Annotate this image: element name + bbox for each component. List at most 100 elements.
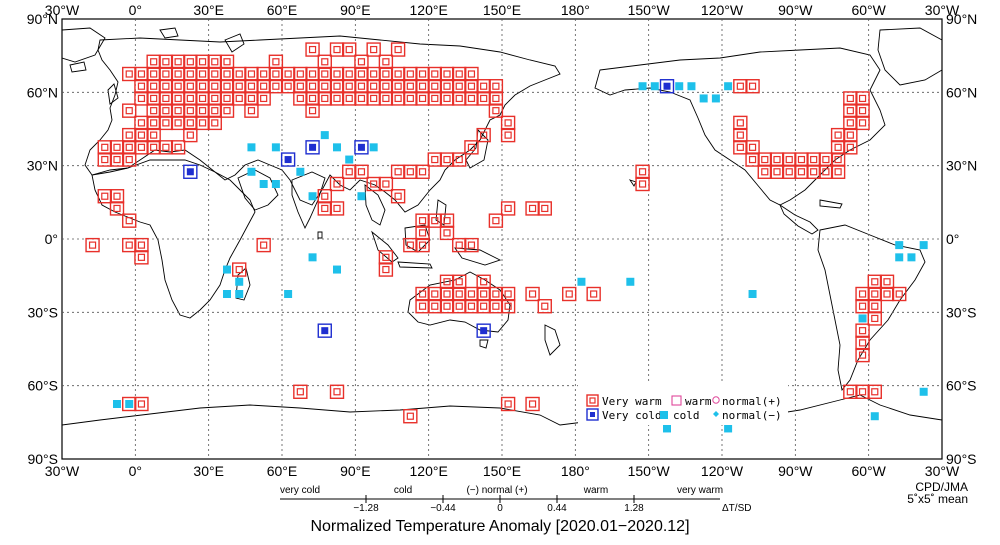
- cold-cell: [223, 290, 231, 298]
- legend: Very warm warm normal(+) Very cold cold …: [578, 383, 788, 425]
- scale-tick-label-2: −0.44: [430, 503, 456, 514]
- legend-warm-swatch: [671, 395, 682, 406]
- very-warm-cell-inner: [174, 143, 182, 151]
- very-warm-cell-inner: [748, 82, 757, 90]
- very-warm-cell: [170, 66, 186, 82]
- very-warm-cell-inner: [174, 70, 182, 78]
- very-warm-cell-inner: [834, 168, 842, 176]
- legend-background: [578, 383, 788, 425]
- very-warm-cell-inner: [846, 107, 854, 115]
- very-warm-cell: [390, 189, 406, 204]
- coastline-philippines: [435, 199, 447, 226]
- coastline-novaya-zemlya: [224, 33, 245, 53]
- very-warm-cell-inner: [504, 400, 512, 408]
- lon-label-top: 0°: [129, 2, 142, 18]
- lon-label-top: 30°E: [193, 2, 224, 18]
- very-warm-cell-inner: [455, 70, 463, 78]
- very-warm-cell: [305, 91, 320, 106]
- very-warm-cell-inner: [418, 94, 427, 103]
- very-warm-cell: [439, 79, 455, 94]
- very-warm-cell-inner: [467, 70, 476, 78]
- very-warm-cell-inner: [431, 94, 439, 103]
- lon-label-bottom: 0°: [129, 463, 142, 479]
- scale-warm-label: warm: [583, 485, 608, 496]
- very-warm-cell-inner: [382, 70, 390, 78]
- cold-cell: [113, 400, 121, 408]
- very-warm-cell: [97, 189, 112, 204]
- very-warm-cell-inner: [174, 107, 182, 115]
- coastline-svalbard: [159, 27, 179, 39]
- very-warm-cell-inner: [186, 119, 194, 127]
- very-warm-cell-inner: [455, 302, 463, 310]
- very-warm-cell-inner: [321, 204, 329, 213]
- very-warm-cell-inner: [773, 168, 781, 176]
- very-warm-cell-inner: [480, 290, 488, 298]
- very-warm-cell: [109, 140, 125, 155]
- very-warm-cell: [122, 103, 137, 118]
- very-warm-cell: [782, 164, 797, 179]
- very-warm-cell: [146, 66, 161, 82]
- very-warm-cell-inner: [406, 70, 414, 78]
- cold-cell: [858, 314, 867, 323]
- lon-label-top: 150°E: [483, 2, 521, 18]
- very-warm-cell: [378, 250, 394, 265]
- very-warm-cell: [170, 115, 186, 131]
- very-warm-cell: [256, 91, 271, 106]
- very-warm-cell-inner: [137, 400, 146, 408]
- very-warm-cell: [195, 66, 210, 82]
- very-warm-cell-inner: [211, 94, 219, 103]
- very-warm-cell-inner: [296, 388, 304, 396]
- very-warm-cell: [293, 79, 308, 94]
- very-warm-cell: [195, 103, 210, 118]
- very-warm-cell-inner: [418, 82, 427, 90]
- very-warm-cell-inner: [223, 70, 231, 78]
- very-warm-cell: [879, 286, 895, 302]
- very-warm-cell: [488, 103, 504, 118]
- very-warm-cell: [488, 299, 504, 314]
- very-warm-cell-inner: [858, 351, 867, 359]
- very-warm-cell: [207, 66, 222, 82]
- very-warm-cell: [232, 91, 247, 106]
- very-warm-cell: [476, 91, 491, 106]
- very-warm-cell: [427, 91, 442, 106]
- coastline-iceland: [69, 61, 87, 73]
- very-warm-cell-inner: [211, 82, 219, 90]
- very-warm-cell: [415, 286, 430, 302]
- very-warm-cell-inner: [308, 82, 317, 90]
- very-warm-cell: [342, 79, 357, 94]
- very-warm-cell: [342, 91, 357, 106]
- very-warm-cell: [415, 237, 430, 253]
- very-warm-cell-inner: [406, 412, 414, 420]
- very-warm-cell: [366, 91, 381, 106]
- lat-label-right: 90°N: [946, 11, 977, 27]
- cold-cell: [125, 400, 134, 408]
- very-warm-cell: [525, 396, 540, 412]
- very-warm-cell: [843, 140, 858, 155]
- coastline-greenland-west: [62, 27, 106, 63]
- very-warm-cell-inner: [162, 119, 170, 127]
- very-warm-cell-inner: [443, 70, 451, 78]
- very-warm-cell: [476, 286, 491, 302]
- very-warm-cell: [378, 262, 394, 277]
- lon-label-top: 30°W: [925, 2, 960, 18]
- very-warm-cell-inner: [357, 58, 366, 66]
- very-warm-cell-inner: [357, 168, 366, 176]
- very-warm-cell-inner: [736, 82, 744, 90]
- legend-very-cold-label: Very cold: [602, 409, 662, 422]
- very-warm-cell: [488, 91, 504, 106]
- very-warm-cell: [427, 286, 442, 302]
- very-warm-cell-inner: [333, 82, 341, 90]
- very-warm-cell-inner: [846, 119, 854, 127]
- very-warm-cell: [855, 347, 870, 363]
- very-warm-cell-inner: [382, 82, 390, 90]
- very-warm-cell: [830, 164, 846, 179]
- very-warm-cell-inner: [174, 82, 182, 90]
- very-warm-cell: [525, 286, 540, 302]
- very-warm-cell: [232, 262, 247, 277]
- very-warm-cell-inner: [467, 143, 476, 151]
- very-warm-cell: [782, 152, 797, 167]
- very-warm-cell: [390, 66, 406, 82]
- very-warm-cell: [464, 140, 479, 155]
- very-warm-cell: [757, 164, 772, 179]
